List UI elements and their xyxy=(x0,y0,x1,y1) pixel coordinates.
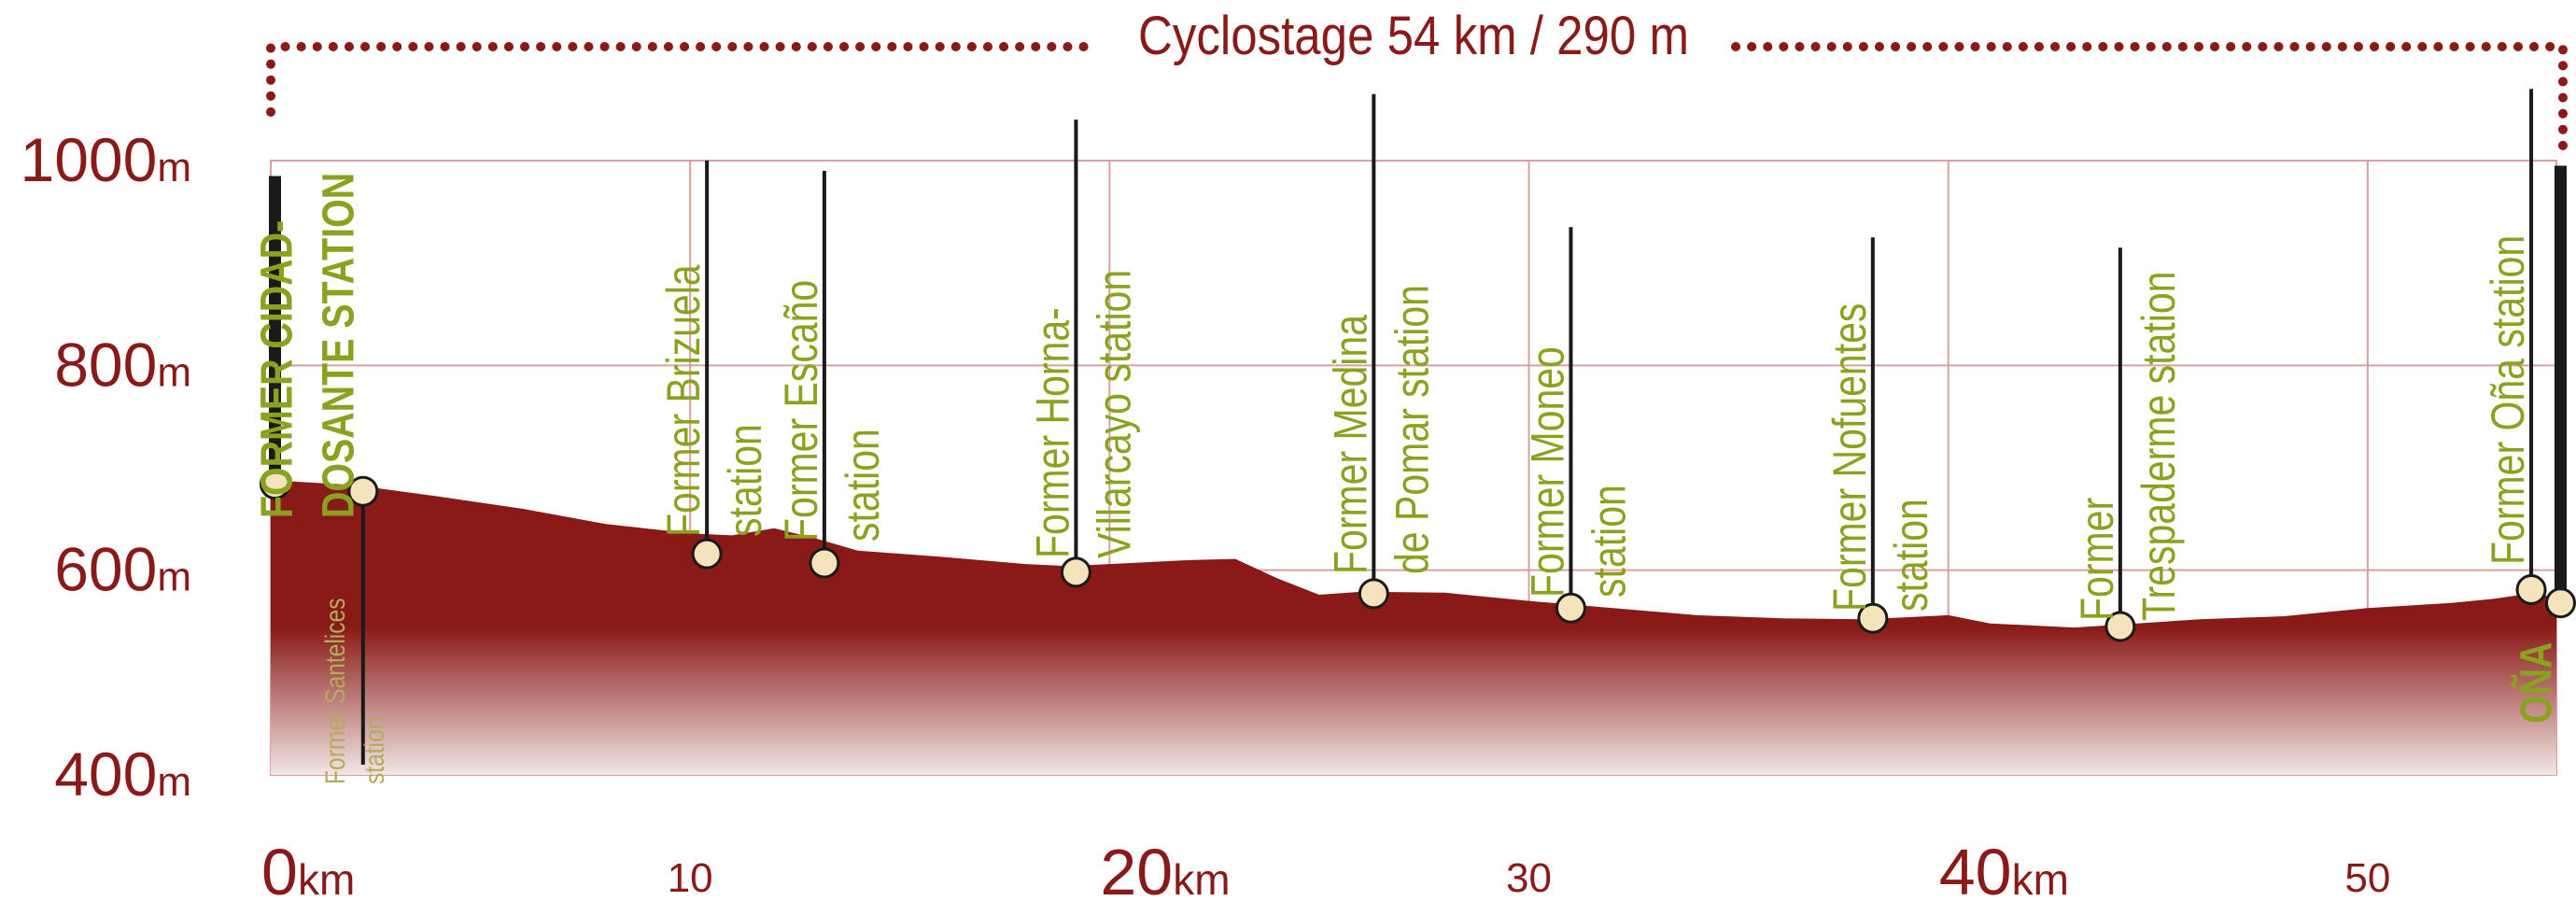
station-label: Former Nofuentes station xyxy=(1823,303,1937,612)
station-label: Former Horna- Villarcayo station xyxy=(1027,270,1141,558)
station-label-line: station xyxy=(719,424,771,537)
x-tick-label: 20km xyxy=(1100,836,1230,908)
station-label-line: OÑA xyxy=(2511,642,2562,724)
x-tick-unit: km xyxy=(2012,855,2069,904)
x-tick-label: 30 xyxy=(1506,855,1552,901)
station-labels: FORMER CIDAD- DOSANTE STATION Former Sante… xyxy=(252,173,2562,784)
station-label-line: DOSANTE STATION xyxy=(314,173,364,518)
station-marker xyxy=(809,547,840,579)
station-label-line: Trespaderme station xyxy=(2133,272,2185,621)
x-tick-label: 50 xyxy=(2344,855,2390,901)
station-label-line: Villarcayo station xyxy=(1089,270,1141,558)
station-label: Former Moneo station xyxy=(1522,346,1636,598)
x-tick-number: 30 xyxy=(1506,855,1552,901)
station-label: FORMER CIDAD- DOSANTE STATION xyxy=(252,173,364,518)
station-label-line: Former Escaño xyxy=(775,280,827,542)
station-label-line: Former Santelices xyxy=(318,598,350,784)
station-marker xyxy=(347,475,379,507)
station-marker xyxy=(691,538,723,570)
station-marker xyxy=(2104,611,2136,642)
station-stems xyxy=(259,89,2576,766)
station-marker xyxy=(1358,578,1389,610)
x-tick-number: 10 xyxy=(668,855,713,901)
title-bracket-right xyxy=(1731,42,2568,165)
elevation-area xyxy=(271,480,2556,775)
station-label-line: de Pomar station xyxy=(1386,285,1438,574)
station-label-line: station xyxy=(358,717,389,784)
station-label-line: Former Nofuentes xyxy=(1823,303,1876,612)
station-label-line: FORMER CIDAD- xyxy=(252,220,303,518)
y-tick-label: 400m xyxy=(54,739,191,809)
station-marker xyxy=(1060,556,1091,588)
y-tick-unit: m xyxy=(157,349,191,395)
y-tick-number: 800 xyxy=(54,330,157,399)
station-label: Former Santelices station xyxy=(318,598,389,784)
station-label-line: Former Brizuela xyxy=(657,264,710,537)
station-marker xyxy=(2515,574,2547,606)
x-tick-unit: km xyxy=(1173,855,1230,904)
station-label-line: Former Medina xyxy=(1324,315,1376,574)
station-label-line: station xyxy=(837,429,889,542)
station-label-line: Former Horna- xyxy=(1027,307,1079,558)
station-label: Former Brizuela station xyxy=(657,264,771,537)
y-tick-label: 1000m xyxy=(21,125,191,194)
station-label: OÑA xyxy=(2511,642,2562,724)
station-marker xyxy=(259,469,290,500)
title-bracket: Cyclostage 54 km / 290 m xyxy=(266,6,2568,165)
y-tick-unit: m xyxy=(157,759,191,805)
station-label: Former Trespaderme station xyxy=(2071,272,2185,621)
station-label-line: Former Moneo xyxy=(1522,346,1574,598)
y-tick-unit: m xyxy=(157,145,191,190)
y-tick-number: 600 xyxy=(54,535,157,604)
station-label-line: station xyxy=(1584,485,1636,598)
station-label: Former Oña station xyxy=(2482,235,2534,565)
y-tick-number: 400 xyxy=(54,739,157,809)
x-tick-unit: km xyxy=(298,855,355,904)
station-label-line: station xyxy=(1885,499,1937,612)
x-tick-number: 40 xyxy=(1939,836,2012,908)
station-label-line: Former xyxy=(2071,498,2123,621)
station-label: Former Escaño station xyxy=(775,280,889,542)
y-tick-label: 800m xyxy=(54,330,191,399)
y-tick-label: 600m xyxy=(54,535,191,604)
station-marker xyxy=(2544,587,2576,619)
y-tick-number: 1000 xyxy=(21,125,158,194)
station-label-line: Former Oña station xyxy=(2482,235,2534,565)
chart-title: Cyclostage 54 km / 290 m xyxy=(1138,6,1689,66)
station-marker xyxy=(1555,592,1586,624)
station-marker xyxy=(1857,602,1889,634)
title-bracket-left xyxy=(266,42,1096,117)
y-tick-unit: m xyxy=(157,555,191,600)
x-tick-label: 10 xyxy=(668,855,713,901)
x-tick-number: 20 xyxy=(1100,836,1173,908)
x-tick-label: 0km xyxy=(261,836,355,908)
station-label: Former Medina de Pomar station xyxy=(1324,285,1438,574)
x-tick-label: 40km xyxy=(1939,836,2069,908)
x-tick-number: 50 xyxy=(2344,855,2390,901)
x-tick-number: 0 xyxy=(261,836,298,908)
